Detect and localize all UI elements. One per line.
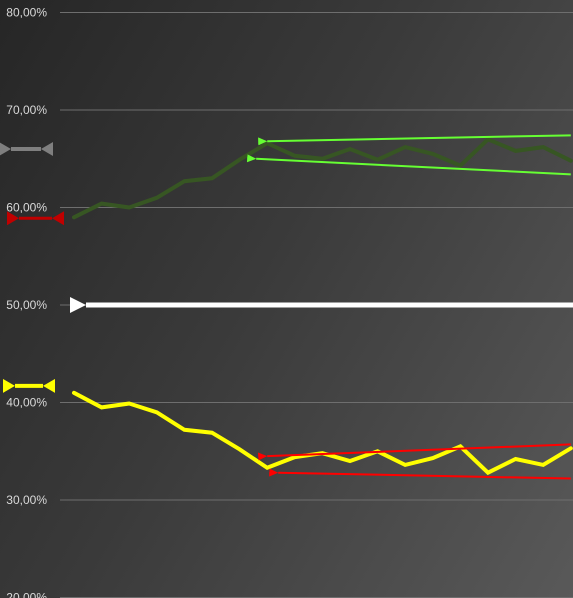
- y-tick-label: 40,00%: [6, 396, 47, 410]
- trend-arrow: [246, 154, 571, 176]
- series-line-1: [72, 390, 573, 476]
- y-tick-label: 70,00%: [6, 103, 47, 117]
- y-tick-label: 60,00%: [6, 201, 47, 215]
- trend-arrow: [258, 134, 571, 146]
- y-tick-label: 80,00%: [6, 6, 47, 20]
- y-tick-label: 20,00%: [6, 591, 47, 598]
- trend-arrow: [258, 443, 571, 461]
- y-tick-label: 50,00%: [6, 298, 47, 312]
- y-tick-label: 30,00%: [6, 493, 47, 507]
- trend-arrow: [269, 468, 571, 480]
- series-line-0: [72, 136, 573, 220]
